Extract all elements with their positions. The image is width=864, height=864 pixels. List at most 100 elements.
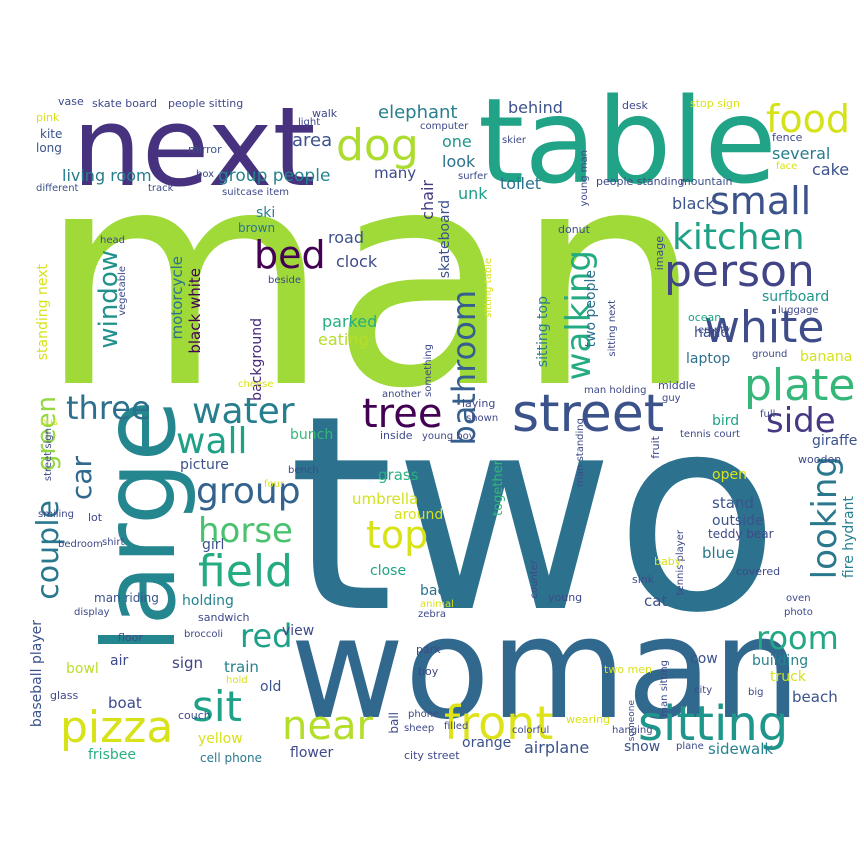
word-image: image bbox=[653, 236, 666, 271]
word-parked: parked bbox=[322, 312, 378, 331]
word-inside: inside bbox=[380, 429, 413, 442]
word-something: something bbox=[423, 344, 434, 397]
word-vase: vase bbox=[58, 95, 84, 108]
word-phone: phone bbox=[408, 709, 440, 720]
word-bedroom: bedroom bbox=[58, 539, 103, 550]
word-sitting: sitting bbox=[638, 696, 789, 752]
word-head: head bbox=[100, 235, 125, 246]
word-lot: lot bbox=[88, 511, 103, 524]
word-side: side bbox=[766, 401, 836, 441]
word-giraffe: giraffe bbox=[812, 433, 858, 449]
word-view: view bbox=[282, 623, 315, 639]
word-car: car bbox=[65, 456, 98, 501]
word-surfer: surfer bbox=[458, 171, 488, 182]
word-tree: tree bbox=[362, 391, 443, 437]
word-laying: laying bbox=[462, 397, 496, 410]
word-boy: boy bbox=[418, 665, 439, 678]
word-ground: ground bbox=[752, 349, 788, 360]
word-track: track bbox=[148, 183, 174, 194]
word-one: one bbox=[442, 132, 472, 151]
word-beside: beside bbox=[268, 275, 301, 286]
word-train: train bbox=[224, 658, 259, 676]
word-together: together bbox=[491, 460, 506, 516]
word-area: area bbox=[292, 130, 333, 151]
word-air: air bbox=[110, 653, 129, 669]
word-bench: bench bbox=[288, 465, 319, 476]
word-around: around bbox=[394, 507, 444, 523]
word-colorful: colorful bbox=[512, 725, 550, 736]
word-floor: floor bbox=[118, 631, 143, 644]
word-snow: snow bbox=[624, 739, 661, 755]
word-man-riding: man riding bbox=[94, 591, 159, 605]
word-bird: bird bbox=[712, 413, 740, 429]
word-ski: ski bbox=[256, 205, 276, 221]
word-orange: orange bbox=[462, 735, 512, 751]
word-field: field bbox=[198, 546, 293, 597]
word-bowl: bowl bbox=[66, 661, 99, 677]
word-umbrella: umbrella bbox=[352, 490, 419, 508]
word-cake: cake bbox=[812, 160, 850, 179]
word-teddy-bear: teddy bear bbox=[708, 527, 774, 541]
word-room: room bbox=[756, 619, 839, 657]
word-shirt: shirt bbox=[102, 537, 125, 548]
word-man-standing: man standing bbox=[575, 418, 586, 487]
word-back: back bbox=[420, 583, 454, 599]
word-hold: hold bbox=[226, 675, 248, 686]
word-blue: blue bbox=[702, 544, 735, 562]
word-suitcase-item: suitcase item bbox=[222, 187, 290, 198]
word-wall: wall bbox=[176, 421, 248, 462]
word-hand: hand bbox=[694, 325, 730, 341]
word-dog: dog bbox=[336, 120, 419, 171]
word-box: box bbox=[196, 169, 215, 180]
word-sidewalk: sidewalk bbox=[708, 740, 774, 758]
word-cell-phone: cell phone bbox=[200, 751, 263, 765]
word-pizza: pizza bbox=[60, 702, 174, 753]
word-group-people: group people bbox=[218, 166, 331, 186]
word-fire-hydrant: fire hydrant bbox=[841, 496, 857, 579]
word-front: front bbox=[444, 696, 554, 750]
word-baby: baby bbox=[654, 555, 682, 568]
word-building: building bbox=[752, 653, 809, 669]
word-flower: flower bbox=[290, 745, 334, 761]
word-sheep: sheep bbox=[404, 723, 435, 734]
word-several: several bbox=[772, 144, 831, 163]
word-cow: cow bbox=[690, 651, 718, 667]
word-people-standing: people standing bbox=[596, 175, 685, 188]
word-look: look bbox=[442, 152, 476, 171]
word-motorcycle: motorcycle bbox=[168, 256, 186, 340]
word-black-white: black white bbox=[186, 268, 204, 354]
word-tennis-court: tennis court bbox=[680, 429, 740, 440]
word-sitting-next: sitting next bbox=[607, 300, 618, 357]
word-bed: bed bbox=[254, 233, 326, 277]
word-truck: truck bbox=[770, 669, 806, 685]
word-beach: beach bbox=[792, 688, 838, 706]
word-luggage: luggage bbox=[778, 305, 819, 316]
word-red: red bbox=[240, 617, 293, 655]
word-different: different bbox=[36, 183, 79, 194]
word-two-people: two people bbox=[583, 270, 599, 348]
word-young: young bbox=[548, 591, 583, 604]
word-street-sign: street sign bbox=[43, 428, 54, 482]
word-laptop: laptop bbox=[686, 351, 731, 367]
word-stand: stand bbox=[712, 494, 754, 512]
word-toilet: toilet bbox=[500, 174, 542, 193]
word-man-holding: man holding bbox=[584, 385, 647, 396]
word-sit: sit bbox=[192, 682, 243, 731]
word-frisbee: frisbee bbox=[88, 747, 136, 763]
word-skier: skier bbox=[502, 135, 527, 146]
word-filled: filled bbox=[444, 721, 469, 732]
word-man: man bbox=[38, 105, 705, 454]
word-glass: glass bbox=[50, 689, 79, 702]
word-city-street: city street bbox=[404, 749, 460, 762]
word-open: open bbox=[712, 467, 747, 483]
word-near: near bbox=[282, 703, 373, 749]
word-wooden: wooden bbox=[798, 453, 842, 466]
word-couch: couch bbox=[178, 709, 211, 722]
word-mountain: mountain bbox=[680, 175, 733, 188]
word-kite: kite bbox=[40, 127, 63, 141]
word-many: many bbox=[374, 164, 417, 182]
word-looking: looking bbox=[805, 456, 845, 580]
word-white: white bbox=[704, 302, 825, 353]
word-fence: fence bbox=[772, 131, 803, 144]
